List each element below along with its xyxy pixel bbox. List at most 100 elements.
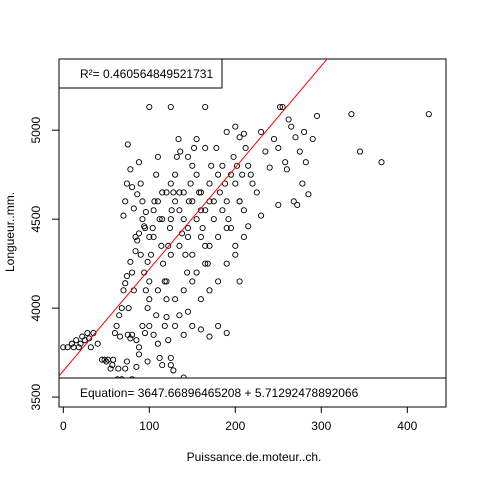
data-point xyxy=(189,278,196,285)
data-point xyxy=(240,130,247,137)
y-tick-label: 4500 xyxy=(29,205,43,232)
data-point xyxy=(172,296,179,303)
data-point xyxy=(215,171,222,178)
data-point xyxy=(166,225,173,232)
data-point xyxy=(117,333,124,340)
data-point xyxy=(123,358,130,365)
x-tick-label: 0 xyxy=(60,419,67,433)
data-point xyxy=(172,322,179,329)
data-point xyxy=(299,180,306,187)
data-point xyxy=(120,212,127,219)
data-point xyxy=(230,153,237,160)
x-tick-label: 200 xyxy=(225,419,245,433)
data-point xyxy=(189,198,196,205)
data-point xyxy=(275,201,282,208)
data-point xyxy=(258,128,265,136)
data-point xyxy=(154,287,161,294)
y-tick-label: 4000 xyxy=(29,294,43,321)
data-point xyxy=(165,242,172,249)
data-point xyxy=(283,166,290,173)
data-point xyxy=(167,103,174,111)
data-point xyxy=(175,136,182,143)
x-axis: 0 100 200 300 400 xyxy=(60,405,418,433)
data-point xyxy=(210,216,217,223)
data-point xyxy=(141,329,149,337)
data-point xyxy=(167,180,174,187)
data-point xyxy=(356,148,364,155)
data-point xyxy=(116,312,123,319)
data-point xyxy=(292,134,299,141)
data-point xyxy=(101,356,108,363)
data-point xyxy=(159,189,166,196)
data-point xyxy=(163,296,170,303)
data-point xyxy=(247,171,254,178)
data-point xyxy=(276,103,284,111)
data-point xyxy=(160,260,167,267)
data-point xyxy=(135,344,143,351)
data-point xyxy=(197,326,204,333)
data-point xyxy=(184,225,192,232)
data-point xyxy=(202,144,209,152)
data-point xyxy=(163,278,170,285)
data-point xyxy=(154,198,161,205)
data-point xyxy=(204,260,211,267)
data-point xyxy=(68,340,75,347)
data-point xyxy=(133,363,140,370)
data-point xyxy=(156,354,163,362)
data-point xyxy=(196,189,203,196)
data-point xyxy=(154,153,161,160)
data-point xyxy=(151,198,158,205)
data-point xyxy=(123,273,130,280)
data-point xyxy=(139,216,146,223)
data-point xyxy=(253,189,260,196)
data-point xyxy=(193,171,200,178)
data-point xyxy=(170,367,177,374)
data-point xyxy=(180,287,187,294)
data-point xyxy=(163,313,170,321)
data-point xyxy=(172,171,179,178)
data-point xyxy=(185,198,192,205)
data-point xyxy=(115,365,122,372)
data-point xyxy=(159,216,166,223)
data-point xyxy=(75,344,82,351)
data-point xyxy=(221,180,229,187)
data-point xyxy=(130,205,137,212)
data-point xyxy=(161,322,168,329)
data-point xyxy=(146,233,153,240)
data-point xyxy=(94,340,101,347)
data-point xyxy=(223,260,230,267)
y-tick-label: 5000 xyxy=(29,117,43,144)
data-point xyxy=(189,322,196,329)
data-point xyxy=(233,162,241,169)
data-point xyxy=(189,251,196,258)
data-point xyxy=(245,223,252,230)
data-point xyxy=(156,216,163,223)
data-point xyxy=(167,362,174,369)
data-point xyxy=(176,312,183,319)
data-point xyxy=(197,233,204,240)
regression-line xyxy=(59,59,328,377)
data-point xyxy=(146,278,153,285)
data-point xyxy=(262,148,269,155)
data-point xyxy=(146,322,153,329)
data-point xyxy=(133,337,140,344)
data-point xyxy=(111,329,118,337)
data-point xyxy=(189,162,196,169)
data-point xyxy=(290,198,297,205)
data-point xyxy=(225,216,232,223)
data-point xyxy=(240,207,247,214)
data-point xyxy=(127,335,134,342)
data-point xyxy=(187,180,194,187)
data-point xyxy=(242,144,249,152)
data-point xyxy=(294,201,301,208)
data-point xyxy=(180,331,187,338)
data-point xyxy=(129,184,136,191)
data-point xyxy=(107,365,114,372)
data-point xyxy=(137,251,144,258)
data-point xyxy=(309,136,316,143)
data-point xyxy=(103,358,110,365)
data-point xyxy=(159,362,166,369)
x-tick-label: 400 xyxy=(397,419,417,433)
data-point xyxy=(270,136,278,143)
